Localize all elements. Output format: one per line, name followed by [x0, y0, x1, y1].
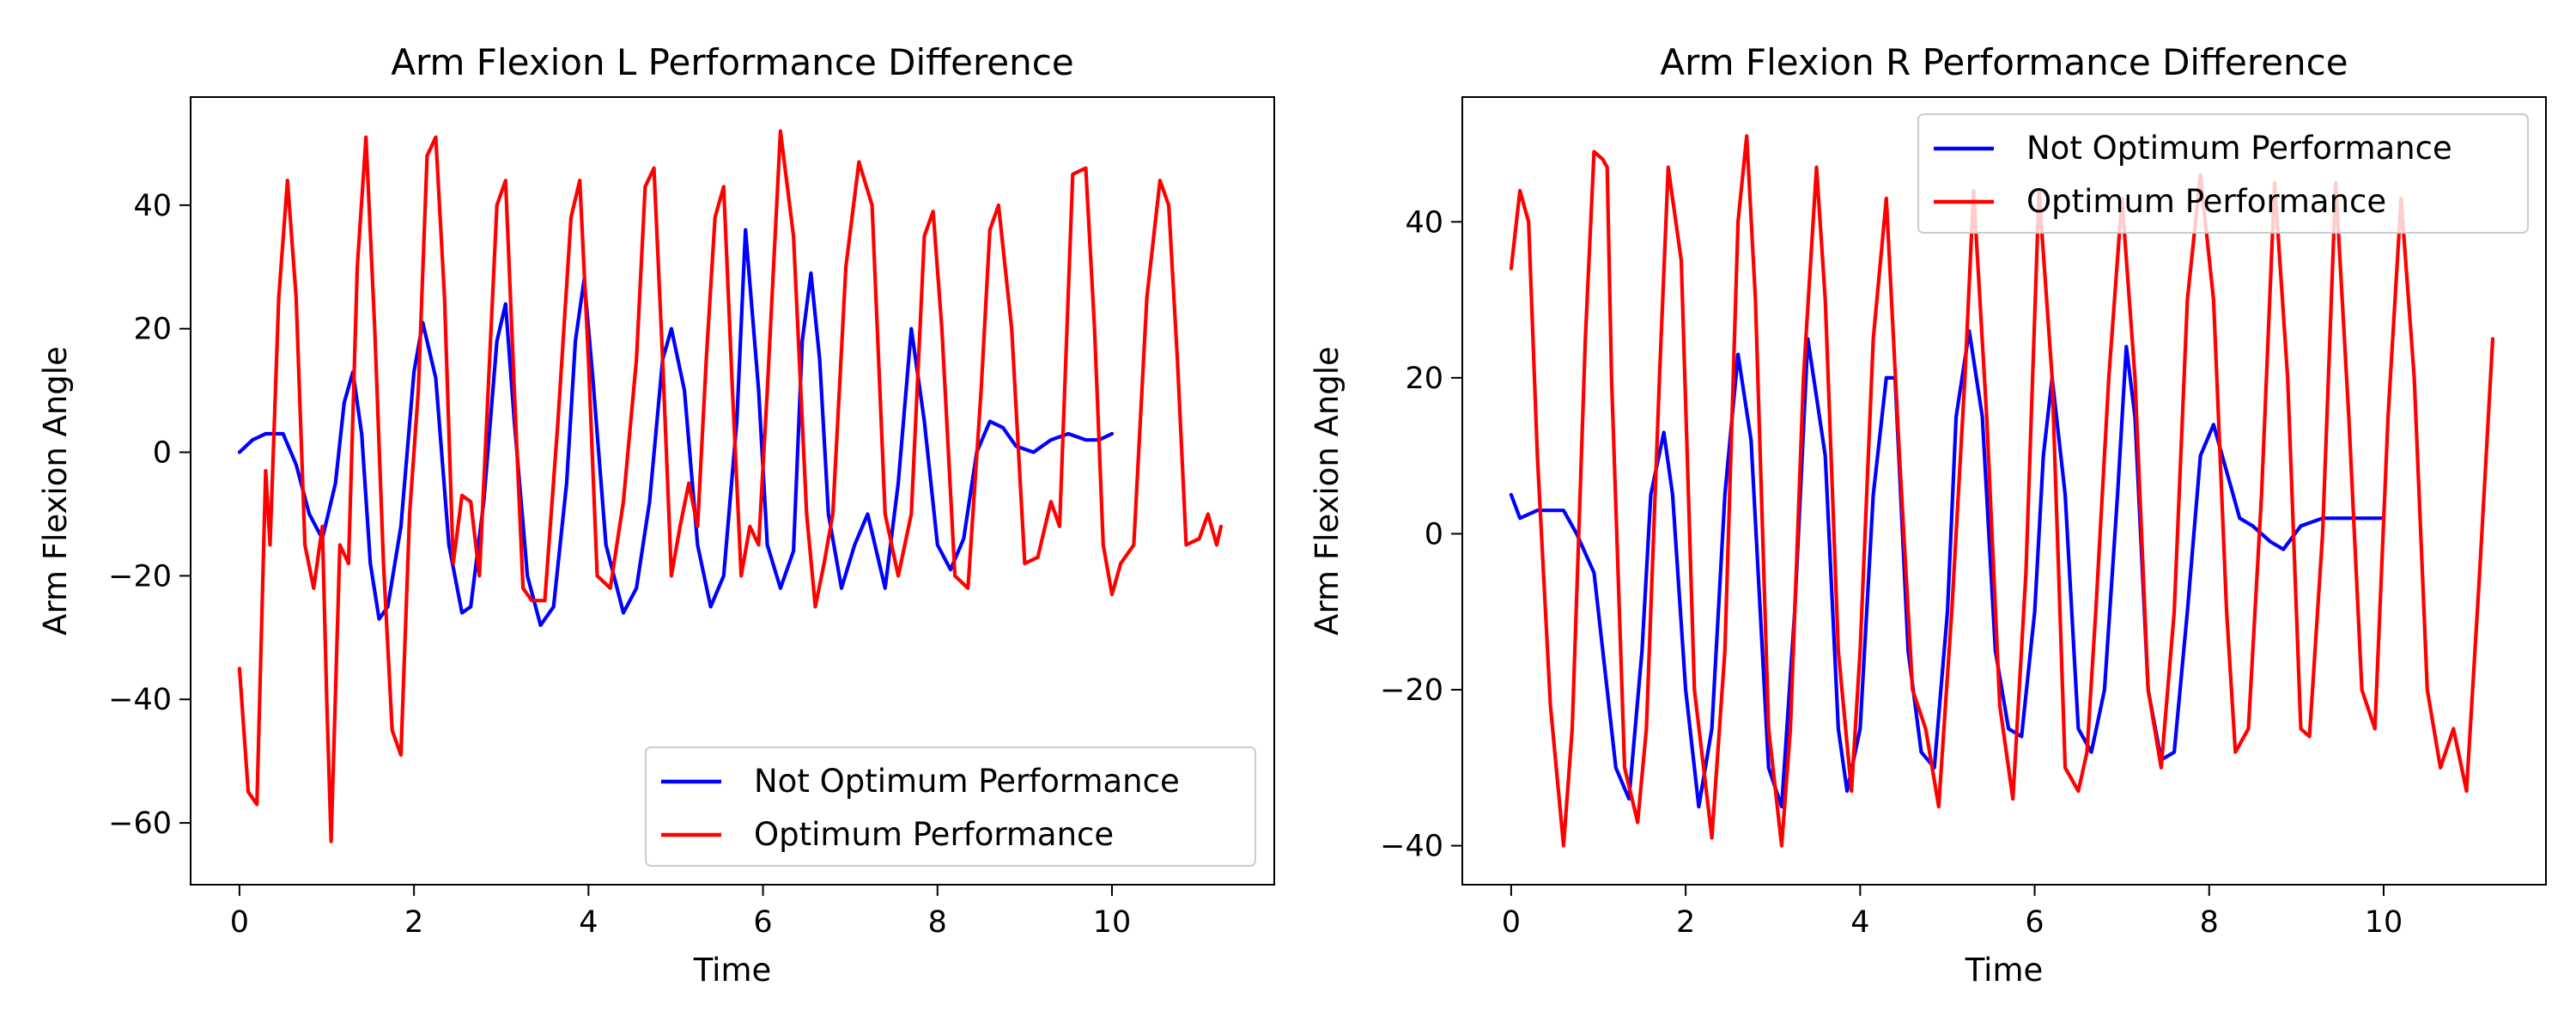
y-tick-label: −40: [1380, 830, 1443, 864]
y-tick-label: 20: [1405, 362, 1443, 396]
x-axis-label-right: Time: [1965, 952, 2044, 989]
series-line-optimum: [237, 129, 1224, 843]
chart-title-right: Arm Flexion R Performance Difference: [1660, 41, 2348, 83]
x-tick-label: 4: [1850, 905, 1869, 940]
legend-label-not-optimum: Not Optimum Performance: [754, 763, 1180, 800]
y-tick-label: 0: [153, 436, 172, 471]
x-axis-label-left: Time: [693, 952, 772, 989]
legend-box-left: [645, 746, 1256, 867]
y-tick-label: −20: [1380, 673, 1443, 708]
x-tick-label: 0: [230, 905, 249, 940]
chart-left: 0 2 4 6 8 10 −60 −40 −20 0 20 40 Arm Flexion L Perf…: [37, 41, 1275, 989]
y-tick-label: −40: [108, 683, 172, 717]
y-tick-label: 20: [133, 313, 172, 347]
legend-label-optimum: Optimum Performance: [754, 816, 1114, 853]
y-axis-label-right: Arm Flexion Angle: [1309, 346, 1346, 636]
x-tick-label: 8: [2200, 905, 2219, 940]
axes-frame-left: [190, 96, 1275, 886]
x-tick-label: 2: [404, 905, 423, 940]
legend-label-not-optimum: Not Optimum Performance: [2026, 130, 2452, 167]
y-tick-label: 40: [1405, 205, 1443, 240]
x-tick-label: 8: [928, 905, 947, 940]
series-lines-left: [237, 129, 1224, 843]
y-tick-label: −60: [108, 807, 172, 841]
ticks-right: 0 2 4 6 8 10 −40 −20 0 20 40: [1380, 205, 2403, 940]
y-tick-label: 0: [1425, 517, 1443, 551]
y-tick-label: −20: [108, 559, 172, 594]
legend-box-right: [1917, 113, 2529, 234]
ticks-left: 0 2 4 6 8 10 −60 −40 −20 0 20 40: [108, 189, 1131, 940]
y-tick-label: 40: [133, 189, 172, 223]
x-tick-label: 10: [1093, 905, 1132, 940]
x-tick-label: 10: [2365, 905, 2403, 940]
series-line-not-optimum: [237, 228, 1115, 628]
y-axis-label-left: Arm Flexion Angle: [37, 346, 74, 636]
legend-label-optimum: Optimum Performance: [2026, 183, 2386, 220]
x-tick-label: 0: [1502, 905, 1521, 940]
x-tick-label: 6: [753, 905, 772, 940]
legend-left: Not Optimum Performance Optimum Performa…: [645, 746, 1256, 867]
series-line-not-optimum: [1509, 329, 2386, 809]
chart-title-left: Arm Flexion L Performance Difference: [391, 41, 1073, 83]
axes-frame-right: [1461, 96, 2547, 886]
x-tick-label: 6: [2025, 905, 2044, 940]
x-tick-label: 2: [1676, 905, 1695, 940]
x-tick-label: 4: [579, 905, 598, 940]
chart-right: 0 2 4 6 8 10 −40 −20 0 20 40 Arm Flexion R Perform…: [1309, 41, 2547, 989]
legend-right: Not Optimum Performance Optimum Performa…: [1917, 113, 2529, 234]
